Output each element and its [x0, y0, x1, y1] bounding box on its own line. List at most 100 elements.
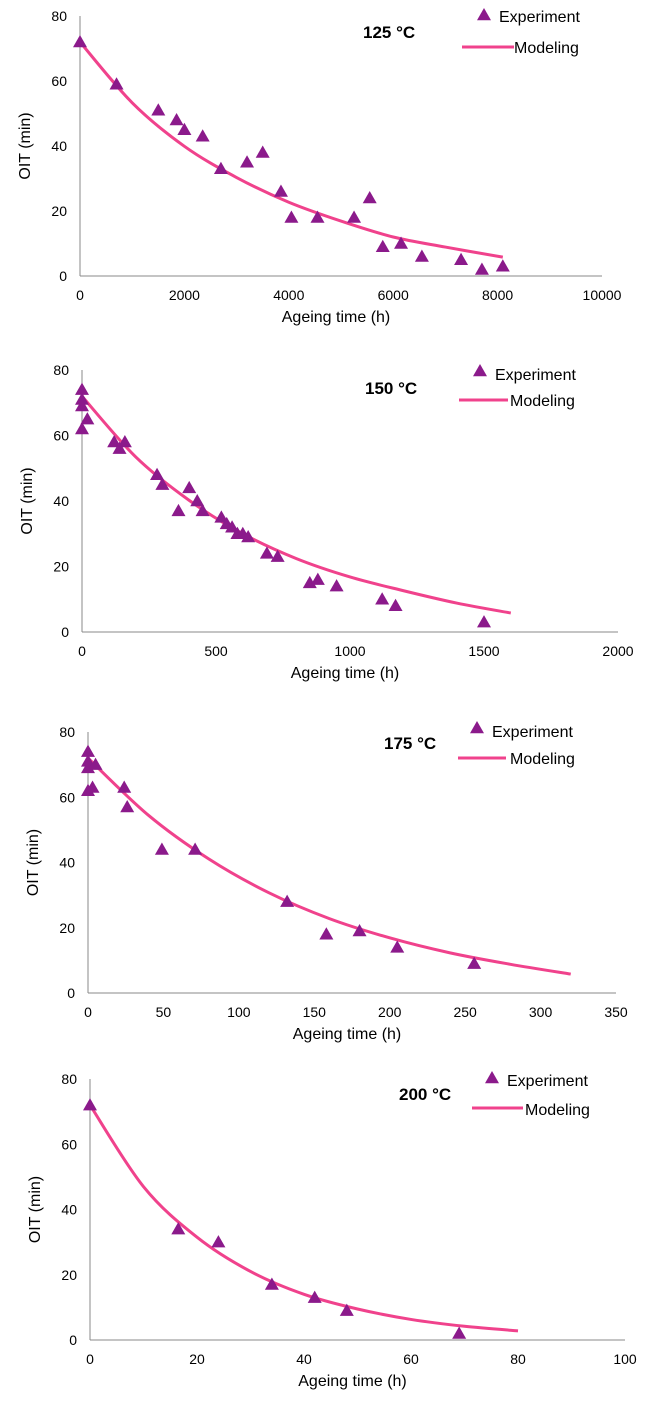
temperature-annotation: 125 °C [363, 23, 415, 42]
experiment-point [188, 842, 203, 855]
experiment-point [362, 191, 377, 204]
experiment-point [85, 780, 100, 793]
experiment-point [241, 530, 256, 543]
experiment-point [264, 1277, 279, 1290]
chart-panel-1: 0 20 40 60 80 0 2000 4000 6000 8000 10000 Ageing ti… [17, 8, 622, 326]
experiment-point [375, 239, 390, 252]
legend-experiment-label: Experiment [507, 1073, 588, 1090]
x-tick-label: 20 [189, 1351, 205, 1367]
experiment-point [495, 259, 510, 272]
experiment-point [270, 549, 285, 562]
x-tick-label: 150 [303, 1004, 327, 1020]
y-axis-title: OIT (min) [27, 1176, 44, 1243]
experiment-point [151, 103, 166, 116]
modeling-curve [86, 757, 571, 976]
experiment-point [195, 129, 210, 142]
experiment-point [390, 940, 405, 953]
experiment-point [394, 236, 409, 249]
x-tick-label: 100 [227, 1004, 251, 1020]
y-tick-label: 60 [59, 789, 75, 805]
legend-experiment-marker [473, 364, 487, 377]
y-tick-label: 20 [53, 559, 69, 575]
experiment-point [150, 467, 165, 481]
y-tick-label: 40 [51, 138, 67, 154]
experiment-point [171, 503, 186, 517]
experiment-point [352, 924, 367, 937]
experiment-point [75, 382, 89, 395]
experiment-point [81, 744, 95, 757]
y-tick-label: 80 [53, 362, 69, 378]
y-axis-title: OIT (min) [17, 112, 34, 179]
experiment-point [75, 392, 89, 405]
y-axis-title: OIT (min) [25, 829, 42, 896]
experiment-point [169, 113, 184, 126]
experiment-point [259, 546, 274, 559]
experiment-point [273, 184, 288, 197]
experiment-point [240, 155, 255, 168]
x-tick-label: 8000 [482, 287, 513, 303]
y-tick-label: 20 [61, 1267, 77, 1283]
legend-modeling-label: Modeling [510, 393, 575, 410]
experiment-point [310, 210, 325, 223]
experiment-point [177, 122, 192, 135]
legend-experiment-label: Experiment [495, 367, 576, 384]
experiment-point [155, 477, 170, 490]
chart-panel-3: 0 20 40 60 80 0 50 100 150 200 250 300 350 Ageing tim… [25, 721, 628, 1043]
y-tick-label: 40 [53, 493, 69, 509]
experiment-point [255, 145, 270, 158]
experiment-point [307, 1290, 322, 1303]
experiment-point [280, 894, 295, 907]
experiment-point [474, 262, 489, 275]
x-tick-label: 10000 [583, 287, 622, 303]
legend-experiment-marker [477, 8, 491, 21]
x-tick-label: 1000 [334, 643, 365, 659]
y-tick-label: 20 [59, 920, 75, 936]
experiment-point [339, 1303, 354, 1316]
y-tick-label: 80 [59, 724, 75, 740]
experiment-point [375, 592, 390, 605]
x-tick-label: 0 [76, 287, 84, 303]
legend-modeling-label: Modeling [510, 751, 575, 768]
y-tick-label: 40 [59, 855, 75, 871]
y-tick-label: 0 [67, 985, 75, 1001]
x-axis-title: Ageing time (h) [298, 1373, 407, 1390]
y-tick-label: 60 [53, 428, 69, 444]
x-tick-label: 1500 [468, 643, 499, 659]
experiment-point [284, 210, 299, 223]
experiment-point [310, 572, 325, 585]
modeling-curve [78, 41, 504, 259]
x-tick-label: 0 [84, 1004, 92, 1020]
experiment-point [81, 754, 95, 767]
experiment-point [117, 435, 132, 448]
legend-experiment-label: Experiment [492, 724, 573, 741]
experiment-point [107, 435, 122, 448]
experiment-point [112, 441, 127, 454]
x-tick-label: 40 [296, 1351, 312, 1367]
chart-panel-2: 0 20 40 60 80 0 500 1000 1500 2000 Ageing time (h)… [19, 362, 634, 682]
x-tick-label: 350 [604, 1004, 628, 1020]
x-tick-label: 300 [529, 1004, 553, 1020]
x-tick-label: 6000 [378, 287, 409, 303]
y-tick-label: 60 [61, 1136, 77, 1152]
x-tick-label: 50 [156, 1004, 172, 1020]
chart-panel-4: 0 20 40 60 80 0 20 40 60 80 100 Ageing time (h) OIT … [27, 1071, 637, 1390]
x-tick-label: 2000 [602, 643, 633, 659]
experiment-point [75, 399, 89, 412]
y-tick-label: 0 [69, 1332, 77, 1348]
experiment-point [414, 249, 429, 262]
experiment-point [88, 757, 103, 770]
experiment-point [347, 210, 362, 223]
experiment-point [302, 575, 317, 589]
experiment-point [117, 780, 132, 793]
x-tick-label: 4000 [273, 287, 304, 303]
modeling-curve [88, 1104, 519, 1333]
experiment-point [211, 1235, 226, 1248]
y-tick-label: 40 [61, 1202, 77, 1218]
experiment-point [388, 598, 403, 612]
legend-modeling-label: Modeling [514, 40, 579, 57]
y-tick-label: 60 [51, 73, 67, 89]
y-tick-label: 0 [59, 268, 67, 284]
experiment-point [75, 421, 89, 435]
experiment-point [477, 615, 491, 628]
